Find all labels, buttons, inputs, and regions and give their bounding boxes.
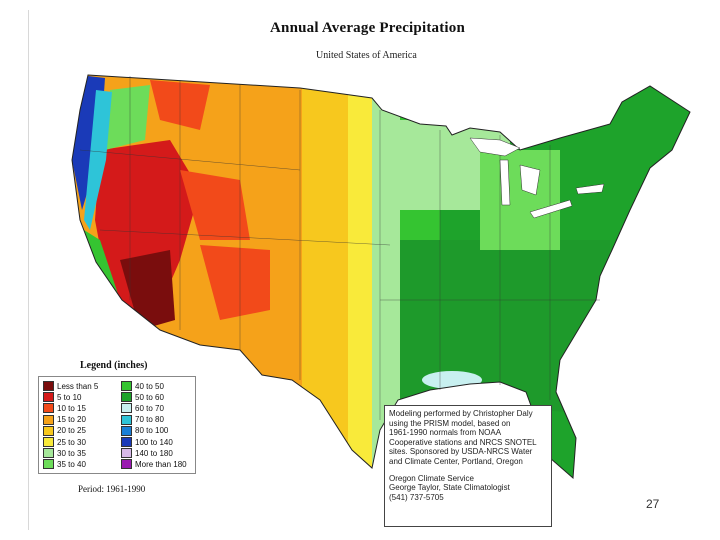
- legend-item: 40 to 50: [121, 381, 164, 391]
- legend-swatch: [121, 392, 132, 403]
- legend-label: 70 to 80: [135, 415, 164, 425]
- legend-label: 35 to 40: [57, 459, 86, 469]
- lake-erie: [529, 199, 573, 219]
- legend-swatch: [43, 381, 54, 391]
- legend-label: 30 to 35: [57, 448, 86, 458]
- legend-title: Legend (inches): [80, 360, 148, 371]
- credit-box: Modeling performed by Christopher Daly u…: [384, 405, 552, 527]
- credit-line: using the PRISM model, based on: [389, 418, 511, 428]
- legend-swatch: [43, 437, 54, 447]
- legend-label: 20 to 25: [57, 426, 86, 436]
- legend-swatch: [43, 448, 54, 459]
- legend-item: 80 to 100: [121, 425, 169, 436]
- legend-item: 100 to 140: [121, 437, 173, 447]
- legend-label: 100 to 140: [135, 437, 173, 447]
- legend-swatch: [43, 414, 54, 425]
- legend-swatch: [121, 381, 132, 391]
- legend-item: 35 to 40: [43, 459, 86, 470]
- credit-line: (541) 737-5705: [389, 492, 444, 502]
- map-subtitle: United States of America: [316, 50, 417, 61]
- legend-swatch: [121, 437, 132, 447]
- slide-edge-line: [28, 10, 29, 530]
- legend-swatch: [43, 392, 54, 403]
- credit-line: 1961-1990 normals from NOAA: [389, 428, 502, 438]
- legend-swatch: [121, 403, 132, 414]
- legend-label: 25 to 30: [57, 437, 86, 447]
- lake-michigan: [499, 159, 511, 206]
- legend-swatch: [43, 425, 54, 436]
- legend-item: Less than 5: [43, 381, 98, 391]
- credit-line: Oregon Climate Service: [389, 473, 474, 483]
- page-number: 27: [646, 497, 660, 511]
- legend-item: 25 to 30: [43, 437, 86, 447]
- credit-line: Modeling performed by Christopher Daly: [389, 409, 533, 418]
- legend-item: 70 to 80: [121, 414, 164, 425]
- lake-superior: [469, 137, 521, 157]
- credit-line: and Climate Center, Portland, Oregon: [389, 456, 523, 466]
- map-title: Annual Average Precipitation: [270, 20, 466, 36]
- legend-item: 10 to 15: [43, 403, 86, 414]
- legend-label: Less than 5: [57, 381, 99, 391]
- legend-swatch: [43, 459, 54, 470]
- lake-huron: [519, 164, 541, 196]
- legend-label: 5 to 10: [57, 392, 82, 402]
- legend-label: More than 180: [135, 459, 187, 469]
- credit-line: Cooperative stations and NRCS SNOTEL: [389, 437, 537, 447]
- credit-line: George Taylor, State Climatologist: [389, 483, 510, 493]
- period-label: Period: 1961-1990: [78, 484, 146, 494]
- legend-label: 140 to 180: [135, 448, 173, 458]
- legend-swatch: [43, 403, 54, 414]
- legend-label: 50 to 60: [135, 392, 164, 402]
- legend-label: 60 to 70: [135, 403, 164, 413]
- legend-label: 10 to 15: [57, 403, 86, 413]
- legend-label: 40 to 50: [135, 381, 164, 391]
- credit-line: sites. Sponsored by USDA-NRCS Water: [389, 447, 533, 457]
- legend-item: 60 to 70: [121, 403, 164, 414]
- legend-item: 5 to 10: [43, 392, 82, 403]
- legend-item: 140 to 180: [121, 448, 173, 459]
- legend-swatch: [121, 459, 132, 470]
- legend-label: 80 to 100: [135, 426, 169, 436]
- legend-swatch: [121, 414, 132, 425]
- legend-swatch: [121, 425, 132, 436]
- legend-item: 50 to 60: [121, 392, 164, 403]
- legend-item: 15 to 20: [43, 414, 86, 425]
- legend-item: 20 to 25: [43, 425, 86, 436]
- legend-item: More than 180: [121, 459, 187, 470]
- legend-item: 30 to 35: [43, 448, 86, 459]
- lake-ontario: [575, 183, 605, 195]
- legend-swatch: [121, 448, 132, 459]
- legend-label: 15 to 20: [57, 415, 86, 425]
